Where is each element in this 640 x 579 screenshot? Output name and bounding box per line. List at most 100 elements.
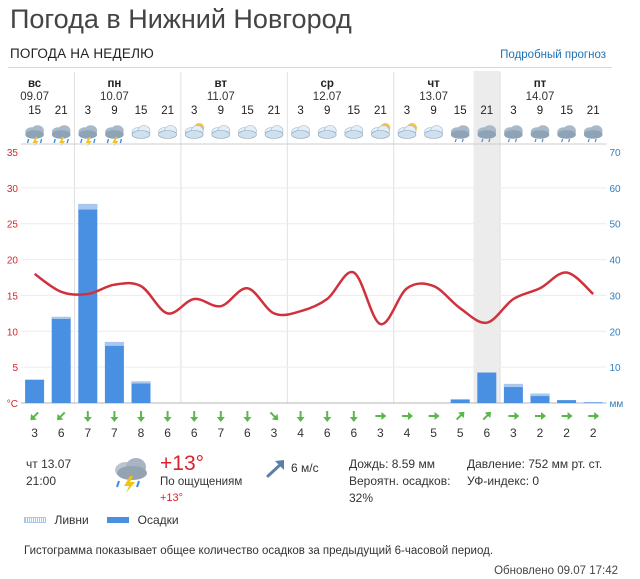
arrow-head (190, 417, 199, 422)
cloud-part (211, 130, 231, 139)
day-name-5: пт (534, 78, 547, 90)
arrow-head (567, 412, 573, 420)
raindrop (541, 138, 544, 143)
hour-label-5: 21 (161, 105, 174, 117)
arrow-shaft (455, 413, 463, 421)
precip-axis-tick: 40 (610, 256, 622, 267)
pressure: Давление: 752 мм рт. ст. (467, 457, 603, 471)
lightning-shape (59, 137, 66, 147)
hour-label-4: 15 (135, 105, 148, 117)
chart-footnote: Гистограмма показывает общее количество … (24, 545, 494, 557)
hour-label-0: 15 (28, 105, 41, 117)
precip-bar (78, 209, 98, 403)
cloud-part (264, 130, 284, 139)
wind-arrow-icon (269, 411, 279, 421)
hour-label-13: 21 (374, 105, 387, 117)
cloud-part (397, 130, 417, 139)
detailed-forecast-link[interactable]: Подробный прогноз (500, 49, 606, 61)
hour-label-9: 21 (268, 105, 281, 117)
hour-label-2: 3 (85, 105, 91, 117)
thunderstorm-icon (25, 125, 44, 147)
day-name-0: вс (28, 78, 42, 90)
precip-axis-tick: 20 (610, 327, 622, 338)
showers-bar (503, 383, 524, 388)
wind-speed-label: 7 (217, 426, 224, 440)
temperature-line (33, 270, 595, 326)
raindrop (93, 138, 96, 144)
arrow-head (163, 417, 172, 422)
arrow-head (541, 412, 546, 420)
wind-arrow-icon (482, 411, 492, 421)
arrow-head (56, 413, 64, 421)
rain-amount: Дождь: 8.59 мм (349, 457, 435, 471)
precip-axis-tick: 10 (610, 363, 622, 374)
showers-bar (51, 316, 72, 320)
cloud-part (78, 130, 98, 139)
cloud-icon (291, 125, 310, 139)
temp-axis-tick: 25 (7, 220, 19, 231)
cloud-icon (211, 125, 231, 139)
highlight-column (473, 71, 501, 403)
wind-arrow-icon (535, 412, 546, 420)
arrow-shaft (269, 411, 277, 419)
raindrop (66, 138, 69, 144)
cloud-icon (317, 125, 337, 139)
thunderstorm-icon (115, 458, 147, 493)
legend-showers-swatch (24, 516, 46, 523)
arrow-head (137, 417, 145, 422)
cloud-part (317, 130, 337, 139)
cloud-icon (131, 125, 151, 139)
raindrop (26, 138, 30, 144)
legend-precip-label: Осадки (137, 513, 179, 527)
hour-label-18: 3 (510, 105, 516, 117)
showers-bar (104, 341, 125, 346)
lightning-shape (32, 137, 39, 147)
wind-speed-label: 4 (297, 426, 304, 440)
wind-speed-label: 7 (111, 426, 118, 440)
precip-probability-value: 32% (349, 491, 374, 505)
rain-cloud-icon (477, 125, 497, 143)
wind-arrow-icon (243, 411, 252, 422)
raindrop (461, 138, 464, 143)
arrow-head (349, 417, 358, 422)
day-date-0: 09.07 (20, 91, 49, 103)
cloud-part (371, 130, 390, 139)
hour-label-15: 9 (430, 105, 436, 117)
cloud-part (51, 130, 71, 139)
cloud-part (557, 130, 576, 139)
raindrop (561, 138, 564, 143)
wind-speed-label: 3 (510, 426, 517, 440)
wind-arrow-icon (216, 411, 225, 422)
wind-arrow-icon (190, 411, 199, 422)
hour-label-20: 15 (560, 105, 573, 117)
cloud-part (530, 130, 550, 139)
feels-like-label: По ощущениям (160, 476, 243, 488)
lightning-shape (112, 137, 119, 147)
wind-speed-label: 6 (191, 426, 198, 440)
raindrop (587, 138, 590, 143)
precip-bar (51, 318, 71, 403)
hour-label-1: 21 (55, 105, 68, 117)
day-date-5: 14.07 (526, 91, 555, 103)
cloud-part (238, 130, 257, 139)
wind-speed-label: 2 (537, 426, 544, 440)
arrow-head (296, 417, 305, 422)
wind-speed-label: 8 (138, 426, 145, 440)
day-name-1: пн (107, 78, 121, 90)
precip-axis-tick: 30 (610, 291, 622, 302)
wind-speed-label: 2 (563, 426, 570, 440)
hour-label-11: 9 (324, 105, 330, 117)
wind-arrow-icon (588, 412, 600, 420)
rain-cloud-icon (504, 125, 523, 143)
arrow-head (83, 417, 92, 422)
day-date-1: 10.07 (100, 91, 129, 103)
legend-showers-label: Ливни (54, 513, 89, 527)
arrow-head (323, 417, 332, 422)
showers-bar (131, 381, 151, 384)
cloud-part (184, 130, 204, 139)
arrow-shaft (482, 413, 489, 421)
precip-bar (503, 386, 523, 403)
cloud-icon (238, 125, 257, 139)
temp-axis-tick: 35 (7, 148, 19, 159)
